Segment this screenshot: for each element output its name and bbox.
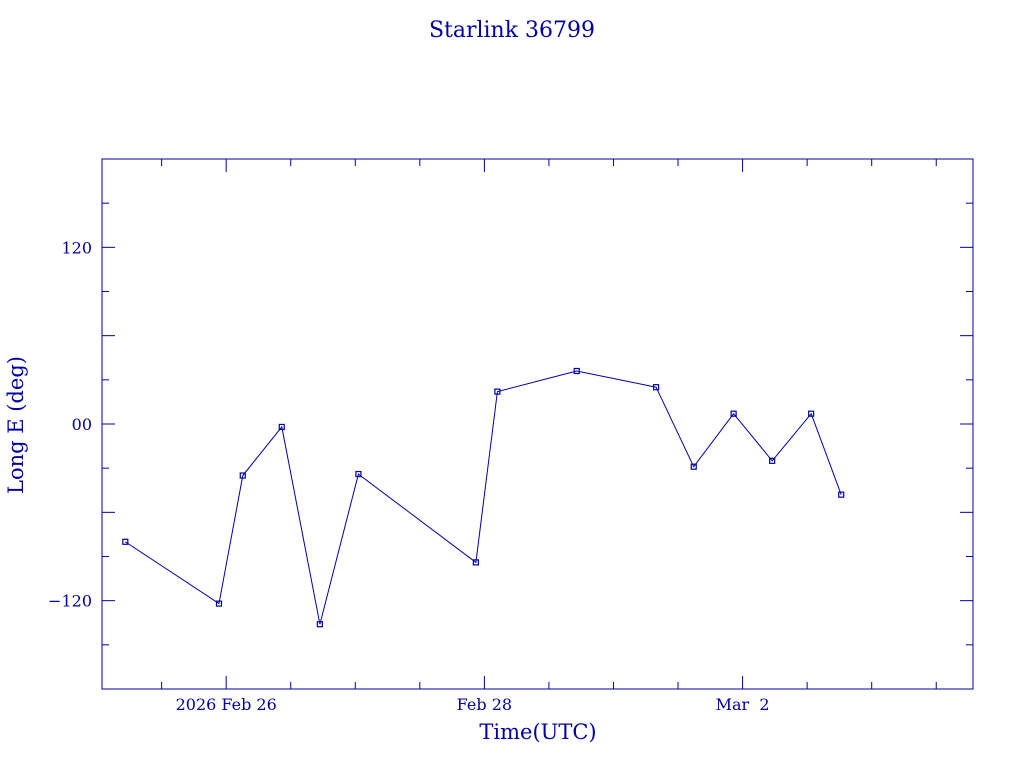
data-point <box>730 410 737 417</box>
x-axis-tick-labels: 2026 Feb 26 Feb 28 Mar 2 <box>176 695 770 714</box>
data-point <box>316 621 323 628</box>
data-point <box>573 367 580 375</box>
plot-frame <box>101 158 974 690</box>
series-line <box>125 370 842 625</box>
x-axis-label: Time(UTC) <box>479 720 596 744</box>
x-tick-label: Mar 2 <box>716 695 770 714</box>
data-point <box>472 559 479 566</box>
y-axis-tick-labels: 120 00 −120 <box>48 238 92 610</box>
y-axis-label: Long E (deg) <box>4 356 28 494</box>
chart-title: Starlink 36799 <box>429 18 595 43</box>
data-points <box>122 367 845 628</box>
data-point <box>122 538 129 545</box>
data-point <box>838 491 845 498</box>
data-point <box>690 463 697 470</box>
data-point <box>215 600 223 607</box>
data-point <box>278 423 285 431</box>
x-axis-ticks <box>161 159 937 689</box>
x-tick-label: 2026 Feb 26 <box>176 695 277 714</box>
data-point <box>239 472 246 479</box>
data-point <box>808 410 815 417</box>
data-point <box>769 457 776 464</box>
data-point <box>355 470 362 478</box>
y-tick-label: 00 <box>72 415 92 434</box>
y-tick-label: −120 <box>48 592 92 611</box>
y-tick-label: 120 <box>61 238 92 257</box>
data-point <box>652 384 660 391</box>
x-tick-label: Feb 28 <box>457 695 512 714</box>
data-point <box>494 388 501 395</box>
y-axis-ticks <box>102 202 973 646</box>
